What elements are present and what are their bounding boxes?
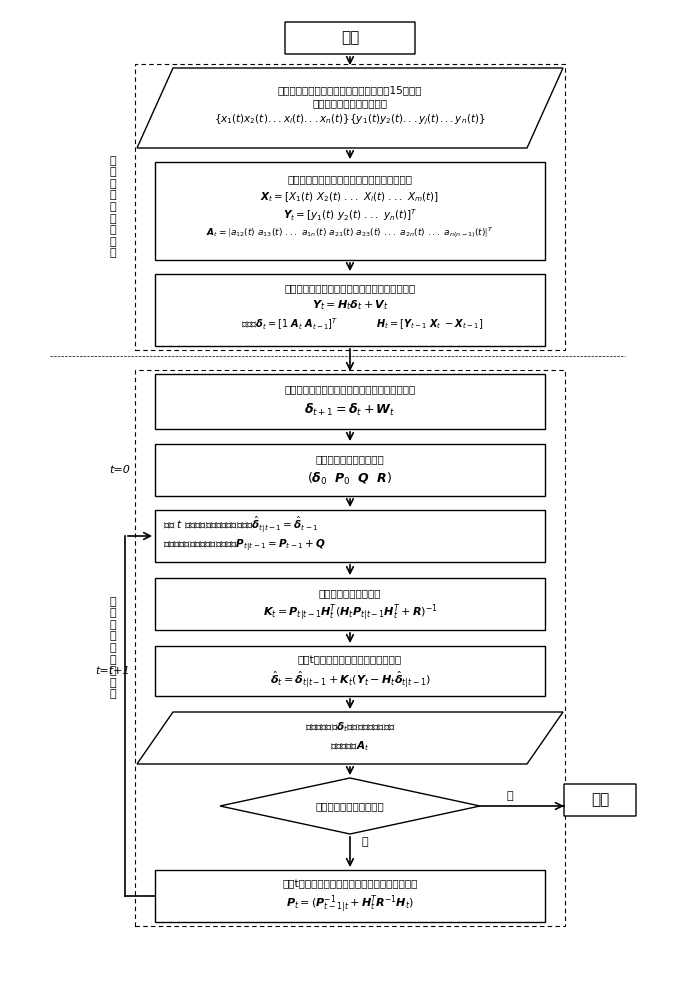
Text: t=0: t=0 bbox=[109, 465, 130, 475]
Text: 以及状态误差协方差先验估计：$\boldsymbol{P}_{t|t-1}=\boldsymbol{P}_{t-1}+\boldsymbol{Q}$: 以及状态误差协方差先验估计：$\boldsymbol{P}_{t|t-1}=\b… bbox=[163, 537, 326, 553]
Text: 系
统
初
始
化
建
模
过
程: 系 统 初 始 化 建 模 过 程 bbox=[109, 156, 116, 258]
Text: 时间间隔的、交通流量数据: 时间间隔的、交通流量数据 bbox=[313, 98, 387, 108]
Text: 建立基于卡尔曼滤波模型的转向比估计观测方程: 建立基于卡尔曼滤波模型的转向比估计观测方程 bbox=[284, 283, 416, 293]
Text: 向比例矩阵$\boldsymbol{A}_t$: 向比例矩阵$\boldsymbol{A}_t$ bbox=[330, 739, 370, 753]
Text: $(\boldsymbol{\delta}_0\ \ \boldsymbol{P}_0\ \ \boldsymbol{Q}\ \ \boldsymbol{R}): $(\boldsymbol{\delta}_0\ \ \boldsymbol{P… bbox=[307, 471, 393, 487]
Bar bbox=[155, 162, 545, 260]
Text: $\boldsymbol{K}_t=\boldsymbol{P}_{t|t-1}\boldsymbol{H}_t^T(\boldsymbol{H}_t\bold: $\boldsymbol{K}_t=\boldsymbol{P}_{t|t-1}… bbox=[263, 603, 437, 623]
Text: $\boldsymbol{X}_t=\left[X_1(t)\ X_2(t)\ ...\ X_i(t)\ ...\ X_m(t)\right]$: $\boldsymbol{X}_t=\left[X_1(t)\ X_2(t)\ … bbox=[261, 190, 439, 204]
Text: 计算最优卡尔曼增益：: 计算最优卡尔曼增益： bbox=[319, 588, 381, 598]
Text: 设置卡尔曼滤波初始值：: 设置卡尔曼滤波初始值： bbox=[316, 454, 384, 464]
Text: 获取信号交叉口及下游路段采集断面、以15分钟为: 获取信号交叉口及下游路段采集断面、以15分钟为 bbox=[277, 85, 423, 95]
Text: $\boldsymbol{Y}_t=\boldsymbol{H}_t\boldsymbol{\delta}_t+\boldsymbol{V}_t$: $\boldsymbol{Y}_t=\boldsymbol{H}_t\bolds… bbox=[312, 298, 388, 312]
Text: 输出状态变量$\boldsymbol{\delta}_t$，对比其构成输出转: 输出状态变量$\boldsymbol{\delta}_t$，对比其构成输出转 bbox=[304, 720, 396, 734]
Text: 建立基于卡尔曼滤波模型的转向比估计状态方程: 建立基于卡尔曼滤波模型的转向比估计状态方程 bbox=[284, 384, 416, 394]
Bar bbox=[155, 646, 545, 696]
Text: 计算t时间间隔状态向量误差协方差的后验估计：: 计算t时间间隔状态向量误差协方差的后验估计： bbox=[282, 879, 418, 889]
Bar bbox=[135, 370, 565, 926]
Text: $\boldsymbol{H}_t=\left[\boldsymbol{Y}_{t-1}\ \boldsymbol{X}_t\ -\boldsymbol{X}_: $\boldsymbol{H}_t=\left[\boldsymbol{Y}_{… bbox=[377, 317, 483, 331]
Text: 是否进行下一时刻的估计: 是否进行下一时刻的估计 bbox=[316, 801, 384, 811]
Text: $\boldsymbol{A}_t=\left[a_{12}(t)\ a_{13}(t)\ ...\ a_{1n}(t)\ a_{21}(t)\ a_{23}(: $\boldsymbol{A}_t=\left[a_{12}(t)\ a_{13… bbox=[206, 225, 494, 241]
Text: $\hat{\boldsymbol{\delta}}_t=\hat{\boldsymbol{\delta}}_{t|t-1}+\boldsymbol{K}_t(: $\hat{\boldsymbol{\delta}}_t=\hat{\bolds… bbox=[269, 670, 431, 690]
Text: 计算t时间间隔状态向量的后验估计：: 计算t时间间隔状态向量的后验估计： bbox=[298, 655, 402, 665]
Text: $\boldsymbol{P}_t=(\boldsymbol{P}_{t-1|t}^{-1}+\boldsymbol{H}_t^T\boldsymbol{R}^: $\boldsymbol{P}_t=(\boldsymbol{P}_{t-1|t… bbox=[286, 893, 414, 915]
Text: 计算 $t$ 时间间隔状态向量先验估计：$\hat{\boldsymbol{\delta}}_{t|t-1}=\hat{\boldsymbol{\delta}}: 计算 $t$ 时间间隔状态向量先验估计：$\hat{\boldsymbol{\d… bbox=[163, 515, 319, 535]
Polygon shape bbox=[137, 68, 563, 148]
Bar bbox=[155, 578, 545, 630]
Text: $\{x_1(t)x_2(t)...x_i(t)...x_n(t)\}\{y_1(t)y_2(t)...y_j(t)...y_n(t)\}$: $\{x_1(t)x_2(t)...x_i(t)...x_n(t)\}\{y_1… bbox=[214, 113, 486, 127]
Bar bbox=[155, 870, 545, 922]
Text: 将得到的交通流量数据以及转向比例矩阵化为: 将得到的交通流量数据以及转向比例矩阵化为 bbox=[288, 174, 412, 184]
Text: $\boldsymbol{Y}_t=\left[y_1(t)\ y_2(t)\ ...\ y_n(t)\right]^T$: $\boldsymbol{Y}_t=\left[y_1(t)\ y_2(t)\ … bbox=[283, 207, 417, 223]
Text: 卡
尔
曼
滤
波
运
算
过
程: 卡 尔 曼 滤 波 运 算 过 程 bbox=[109, 597, 116, 699]
Text: 是: 是 bbox=[362, 837, 369, 847]
Bar bbox=[155, 510, 545, 562]
Text: 其中：$\boldsymbol{\delta}_t=\left[1\ \boldsymbol{A}_t\ \boldsymbol{A}_{t-1}\right]: 其中：$\boldsymbol{\delta}_t=\left[1\ \bold… bbox=[242, 316, 339, 332]
Bar bbox=[135, 64, 565, 350]
Polygon shape bbox=[137, 712, 563, 764]
Text: t=t+1: t=t+1 bbox=[95, 666, 130, 676]
FancyBboxPatch shape bbox=[564, 784, 636, 816]
Bar bbox=[155, 374, 545, 429]
Text: 结束: 结束 bbox=[591, 792, 609, 808]
Polygon shape bbox=[220, 778, 480, 834]
FancyBboxPatch shape bbox=[285, 22, 415, 54]
Text: $\boldsymbol{\delta}_{t+1}=\boldsymbol{\delta}_t+\boldsymbol{W}_t$: $\boldsymbol{\delta}_{t+1}=\boldsymbol{\… bbox=[304, 401, 396, 418]
Text: 开始: 开始 bbox=[341, 30, 359, 45]
Bar bbox=[155, 444, 545, 496]
Bar bbox=[155, 274, 545, 346]
Text: 否: 否 bbox=[507, 791, 513, 801]
